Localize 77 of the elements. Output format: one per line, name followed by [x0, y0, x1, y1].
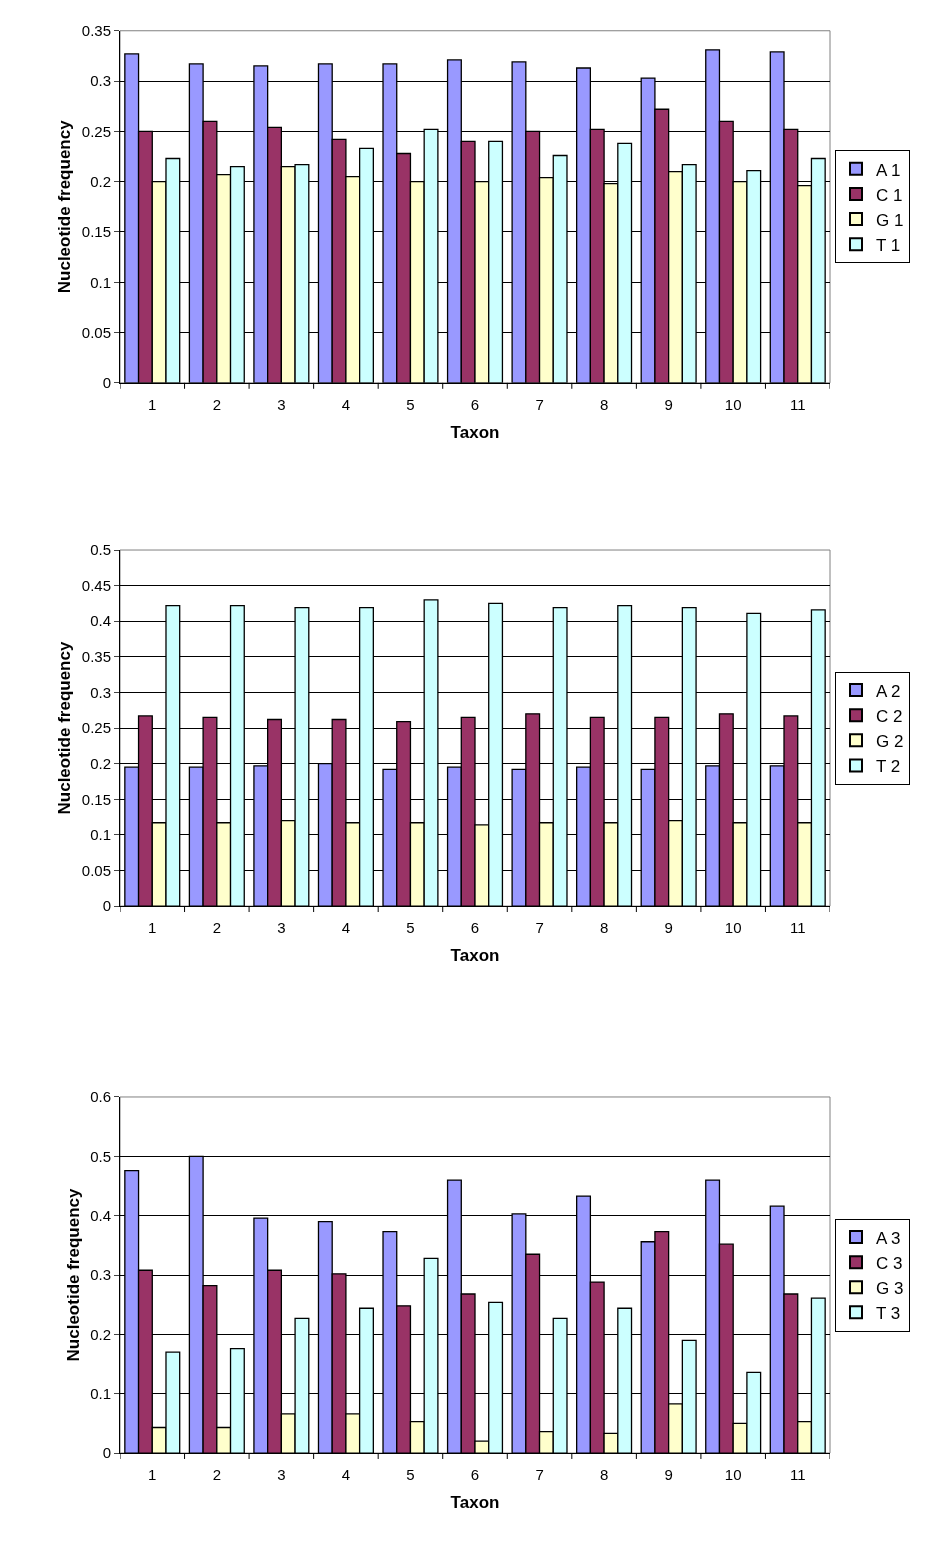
y-tick-label: 0: [102, 374, 111, 392]
x-tick-label: 7: [535, 395, 544, 413]
x-axis-title: Taxon: [450, 946, 500, 966]
legend-label: A 3: [876, 1228, 901, 1248]
x-tick-label: 6: [470, 1466, 480, 1484]
y-tick-label: 0.2: [90, 1325, 111, 1343]
x-tick-label: 6: [470, 395, 480, 413]
x-tick-label: 9: [664, 395, 673, 413]
legend-label: T 1: [876, 235, 901, 255]
legend-label: T 2: [876, 757, 901, 777]
legend-label: G 3: [876, 1278, 904, 1298]
x-tick-label: 10: [724, 1466, 742, 1484]
x-tick-label: 11: [789, 919, 806, 937]
y-tick-label: 0.15: [81, 223, 111, 241]
y-axis-title: Nucleotide frequency: [63, 1188, 83, 1362]
legend-label: C 3: [876, 1253, 903, 1273]
x-tick-label: 1: [148, 1466, 157, 1484]
y-tick-label: 0.1: [90, 826, 111, 844]
x-tick-label: 5: [406, 919, 415, 937]
x-tick-label: 3: [277, 1466, 286, 1484]
x-tick-label: 10: [724, 395, 742, 413]
legend-label: A 1: [876, 160, 901, 180]
legend-label: C 1: [876, 185, 903, 205]
x-tick-label: 8: [599, 1466, 609, 1484]
x-tick-label: 2: [212, 395, 221, 413]
y-tick-label: 0.5: [90, 541, 111, 559]
x-tick-label: 7: [535, 919, 544, 937]
y-tick-label: 0.35: [81, 648, 111, 666]
x-tick-label: 1: [148, 919, 157, 937]
y-tick-label: 0.3: [90, 683, 111, 701]
x-tick-label: 10: [724, 919, 742, 937]
x-tick-label: 8: [599, 395, 609, 413]
x-axis-title: Taxon: [450, 1493, 500, 1513]
y-tick-label: 0.1: [90, 273, 111, 291]
x-tick-label: 1: [148, 395, 157, 413]
y-tick-label: 0.25: [81, 122, 111, 140]
legend-label: C 2: [876, 706, 903, 726]
y-tick-label: 0: [102, 1444, 111, 1462]
y-tick-label: 0.2: [90, 754, 111, 772]
x-tick-label: 11: [789, 1466, 806, 1484]
y-tick-label: 0.35: [81, 22, 111, 40]
x-tick-label: 3: [277, 395, 286, 413]
y-tick-label: 0.05: [81, 861, 111, 879]
y-tick-label: 0.4: [90, 1206, 111, 1224]
legend-label: T 3: [876, 1303, 901, 1323]
x-tick-label: 3: [277, 919, 286, 937]
legend-label: G 1: [876, 210, 904, 230]
y-tick-label: 0: [102, 897, 111, 915]
x-tick-label: 11: [789, 395, 806, 413]
x-tick-label: 6: [470, 919, 480, 937]
y-tick-label: 0.45: [81, 576, 111, 594]
y-axis-title: Nucleotide frequency: [55, 119, 75, 294]
y-tick-label: 0.5: [90, 1147, 111, 1165]
y-tick-label: 0.6: [90, 1088, 111, 1106]
x-tick-label: 5: [406, 1466, 415, 1484]
x-tick-label: 9: [664, 919, 673, 937]
y-tick-label: 0.3: [90, 72, 111, 90]
x-tick-label: 8: [599, 919, 609, 937]
x-tick-label: 5: [406, 395, 415, 413]
y-tick-label: 0.2: [90, 172, 111, 190]
legend-label: G 2: [876, 731, 904, 751]
y-tick-label: 0.15: [81, 790, 111, 808]
x-tick-label: 2: [212, 1466, 221, 1484]
x-tick-label: 7: [535, 1466, 544, 1484]
x-tick-label: 4: [341, 1466, 351, 1484]
y-tick-label: 0.05: [81, 323, 111, 341]
y-tick-label: 0.25: [81, 719, 111, 737]
x-tick-label: 9: [664, 1466, 673, 1484]
y-tick-label: 0.1: [90, 1384, 111, 1402]
y-axis-title: Nucleotide frequency: [55, 641, 75, 815]
x-tick-label: 4: [341, 919, 351, 937]
x-tick-label: 2: [212, 919, 221, 937]
x-axis-title: Taxon: [450, 423, 500, 443]
y-tick-label: 0.4: [90, 612, 111, 630]
legend-label: A 2: [876, 681, 901, 701]
x-tick-label: 4: [341, 395, 351, 413]
y-tick-label: 0.3: [90, 1266, 111, 1284]
